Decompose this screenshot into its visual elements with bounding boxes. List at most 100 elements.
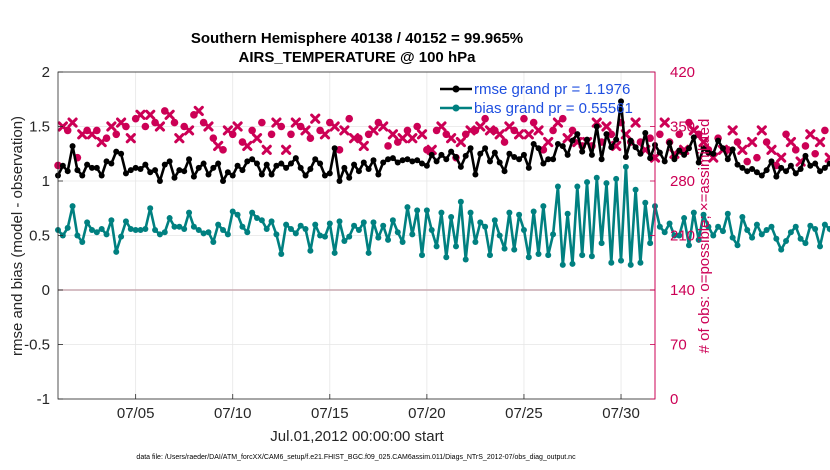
rmse-point xyxy=(346,174,353,181)
rmse-point xyxy=(380,159,387,166)
rmse-point xyxy=(312,156,319,163)
bias-point xyxy=(307,247,314,254)
rmse-point xyxy=(297,164,304,171)
y2-axis-label: # of obs: o=possible; ×=assimilated xyxy=(696,119,713,354)
rmse-point xyxy=(715,137,722,144)
rmse-point xyxy=(695,159,702,166)
bias-point xyxy=(569,260,576,267)
obs-possible-marker xyxy=(568,126,577,135)
rmse-point xyxy=(569,137,576,144)
rmse-point xyxy=(84,161,91,168)
obs-assimilated-marker xyxy=(785,136,797,148)
rmse-point xyxy=(438,151,445,158)
rmse-point xyxy=(783,168,790,175)
obs-assimilated-marker xyxy=(436,121,447,132)
obs-possible-marker xyxy=(112,130,121,139)
obs-assimilated-marker xyxy=(358,140,369,152)
rmse-point xyxy=(778,164,785,171)
bias-point xyxy=(200,230,207,237)
rmse-point xyxy=(307,166,314,173)
bias-point xyxy=(511,246,518,253)
obs-assimilated-marker xyxy=(115,117,127,128)
rmse-point xyxy=(268,171,275,178)
rmse-point xyxy=(263,161,270,168)
bias-point xyxy=(618,257,625,264)
bias-point xyxy=(783,237,790,244)
obs-possible-marker xyxy=(287,130,295,139)
rmse-point xyxy=(423,162,430,169)
bias-point xyxy=(360,219,367,226)
obs-assimilated-marker xyxy=(300,125,311,136)
bias-point xyxy=(394,229,401,236)
rmse-point xyxy=(661,158,668,165)
obs-assimilated-marker xyxy=(348,133,360,144)
bias-point xyxy=(263,225,270,232)
rmse-point xyxy=(336,178,343,184)
plot-area: -1 -0.5 0 0.5 1 1.5 2 0 70 140 210 280 350 420 07/05… xyxy=(24,64,830,422)
obs-possible-marker xyxy=(646,134,654,142)
rmse-point xyxy=(787,162,794,169)
obs-possible-marker xyxy=(743,157,752,166)
rmse-point xyxy=(773,173,780,180)
rmse-point xyxy=(511,154,518,161)
obs-assimilated-marker xyxy=(125,133,136,144)
rmse-point xyxy=(550,156,557,163)
rmse-point xyxy=(229,172,236,179)
bias-point xyxy=(491,217,498,224)
obs-assimilated-marker xyxy=(281,144,292,155)
obs-assimilated-marker xyxy=(513,129,525,140)
rmse-point xyxy=(64,168,71,175)
obs-assimilated-marker xyxy=(698,136,709,148)
rmse-point xyxy=(147,169,154,176)
rmse-point xyxy=(108,160,115,167)
bias-point xyxy=(613,175,620,182)
obs-possible-marker xyxy=(520,114,528,123)
bias-point xyxy=(525,254,532,261)
obs-assimilated-marker xyxy=(504,121,515,132)
obs-possible-marker xyxy=(685,118,693,127)
legend-bias-label: bias grand pr = 0.55561 xyxy=(474,100,633,117)
obs-possible-marker xyxy=(656,130,664,139)
bias-point xyxy=(807,222,814,229)
rmse-point xyxy=(710,150,717,157)
bias-point xyxy=(171,223,178,230)
obs-possible-marker xyxy=(500,138,509,146)
bias-point xyxy=(297,222,304,229)
y2-tick-label: 420 xyxy=(670,64,695,81)
bias-point xyxy=(321,233,328,240)
bias-point xyxy=(671,232,678,239)
bias-point xyxy=(540,203,547,210)
rmse-point xyxy=(428,151,435,158)
rmse-point xyxy=(103,158,110,165)
rmse-point xyxy=(700,145,707,152)
obs-assimilated-marker xyxy=(776,152,787,163)
rmse-point xyxy=(613,136,620,143)
obs-possible-marker xyxy=(549,126,557,135)
bias-point xyxy=(550,231,557,238)
bias-point xyxy=(778,246,785,253)
bias-point xyxy=(797,235,804,242)
y-tick-label: 0.5 xyxy=(29,228,50,245)
y-tick-label: 1 xyxy=(42,173,50,190)
obs-assimilated-marker xyxy=(339,125,350,136)
obs-assimilated-marker xyxy=(77,129,88,140)
bias-point xyxy=(244,229,251,236)
rmse-point xyxy=(525,164,532,171)
legend-rmse-marker xyxy=(452,85,460,93)
obs-possible-marker xyxy=(306,134,315,142)
y-tick-label: 1.5 xyxy=(29,119,50,136)
bias-point xyxy=(719,228,726,235)
rmse-point xyxy=(637,150,644,157)
bias-point xyxy=(234,211,241,218)
rmse-point xyxy=(632,144,639,151)
bias-point xyxy=(462,256,469,263)
obs-assimilated-marker xyxy=(805,129,816,140)
legend: rmse grand pr = 1.1976 bias grand pr = 0.… xyxy=(440,81,633,117)
bias-point xyxy=(826,225,830,232)
obs-assimilated-marker xyxy=(688,125,699,136)
rmse-point xyxy=(540,160,547,167)
bias-point xyxy=(156,231,163,238)
bias-point xyxy=(763,227,770,234)
bias-point xyxy=(705,223,712,230)
y-tick-label: -1 xyxy=(37,391,50,408)
